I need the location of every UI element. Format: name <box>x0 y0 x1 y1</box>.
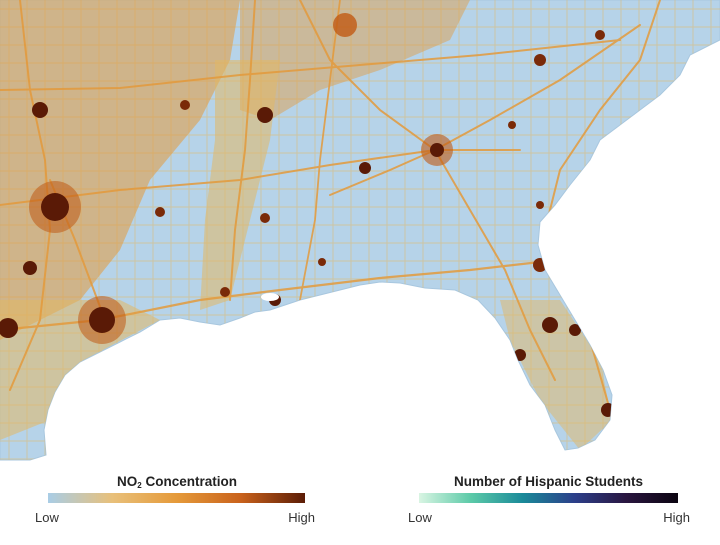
hotspot-raleigh <box>595 30 605 40</box>
highway-i75 <box>299 0 556 381</box>
hotspot-oklahoma-city <box>32 102 48 118</box>
legend-hispanic-title: Number of Hispanic Students <box>453 474 644 489</box>
hotspot-san-antonio <box>0 318 18 338</box>
hotspot-baton-rouge <box>220 287 230 297</box>
legend-hispanic-students: Number of Hispanic Students Low High <box>405 474 692 534</box>
highway-i55 <box>229 0 256 301</box>
hotspot-austin <box>23 261 37 275</box>
hotspot-birmingham <box>359 162 371 174</box>
hotspot-orlando <box>569 324 581 336</box>
hotspot-memphis <box>257 107 273 123</box>
legend-no2-title: NO2 Concentration <box>117 474 237 490</box>
legend-hispanic-high-label: High <box>663 510 690 525</box>
hotspot-columbia <box>508 121 516 129</box>
legend-no2: NO2 Concentration Low High <box>35 474 319 534</box>
hotspot-dallas <box>41 193 69 221</box>
highway-i40 <box>0 39 621 91</box>
hotspot-charlotte <box>534 54 546 66</box>
no2-haze-west <box>0 0 240 340</box>
legend-hispanic-gradient-bar <box>419 493 678 503</box>
no2-haze-north <box>240 0 470 120</box>
legend-hispanic-low-label: Low <box>408 510 432 525</box>
highway-i65 <box>299 0 341 301</box>
hotspot-houston <box>89 307 115 333</box>
highway-i85 <box>329 24 641 196</box>
legend-no2-low-label: Low <box>35 510 59 525</box>
map <box>0 0 720 461</box>
hotspot-nashville <box>333 13 357 37</box>
legend-no2-high-label: High <box>288 510 315 525</box>
legend-no2-gradient-bar <box>48 493 305 503</box>
lake-pontchartrain <box>261 293 279 301</box>
hotspot-jackson <box>260 213 270 223</box>
hotspot-tampa <box>542 317 558 333</box>
hotspot-shreveport <box>155 207 165 217</box>
hotspot-little-rock <box>180 100 190 110</box>
hotspot-mobile <box>318 258 326 266</box>
hotspot-savannah <box>536 201 544 209</box>
hotspot-atlanta <box>430 143 444 157</box>
no2-haze-florida <box>500 300 612 450</box>
